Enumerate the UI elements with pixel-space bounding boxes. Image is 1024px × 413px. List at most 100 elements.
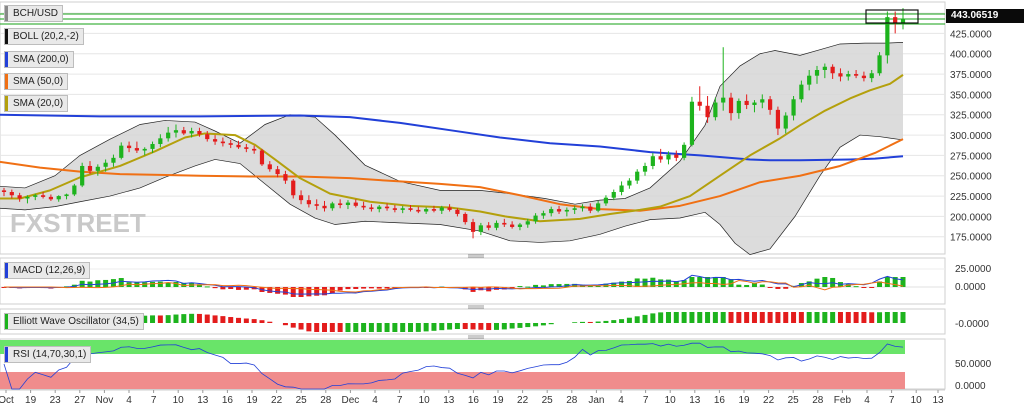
macd-histogram-bar (95, 280, 101, 287)
ewo-bar (634, 316, 640, 323)
macd-histogram-bar (775, 287, 781, 289)
candle-body (189, 131, 194, 134)
macd-histogram-bar (306, 287, 312, 297)
candle-body (549, 209, 554, 214)
macd-histogram-bar (384, 287, 390, 289)
ewo-bar (181, 314, 187, 323)
candle-body (431, 209, 437, 211)
macd-histogram-bar (525, 286, 531, 288)
ewo-bar (877, 312, 883, 323)
macd-tick-label: 0.0000 (955, 282, 986, 293)
candle-body (744, 100, 749, 105)
x-tick-label: 13 (443, 395, 455, 406)
x-tick-label: 25 (542, 395, 554, 406)
ewo-bar (423, 323, 429, 332)
last-price-tag: 443.06519 (946, 9, 1024, 23)
rsi-label[interactable]: RSI (14,70,30,1) (4, 346, 92, 363)
x-tick-label: 13 (197, 395, 209, 406)
macd-histogram-bar (275, 287, 281, 294)
candle-body (900, 18, 906, 23)
candle-body (611, 192, 616, 198)
candle-body (807, 75, 812, 85)
candle-body (619, 185, 624, 192)
candle-body (9, 192, 14, 196)
candle-body (869, 73, 874, 79)
sma20-label[interactable]: SMA (20,0) (4, 95, 69, 112)
candle-body (134, 148, 139, 151)
candle-body (17, 195, 22, 199)
ewo-bar (626, 317, 632, 323)
ewo-bar (525, 323, 531, 328)
ewo-bar (345, 323, 351, 332)
ewo-bar (478, 323, 484, 330)
ewo-bar (392, 323, 398, 332)
macd-histogram-bar (282, 287, 288, 295)
ewo-bar (361, 323, 367, 332)
candle-body (166, 132, 171, 139)
candle-body (48, 196, 54, 200)
macd-histogram-bar (665, 279, 671, 287)
ewo-bar (775, 312, 781, 323)
candle-body (80, 165, 85, 186)
candle-body (283, 174, 288, 181)
x-tick-label: 25 (788, 395, 800, 406)
candle-body (502, 222, 507, 225)
macd-histogram-bar (548, 284, 554, 287)
x-tick-label: Nov (96, 395, 114, 406)
macd-histogram-bar (196, 284, 202, 287)
candle-body (846, 74, 851, 77)
candle-body (111, 157, 116, 163)
macd-histogram-bar (822, 277, 828, 287)
candle-body (799, 84, 804, 100)
sma50-label[interactable]: SMA (50,0) (4, 73, 69, 90)
x-tick-label: 23 (50, 395, 62, 406)
macd-histogram-bar (689, 277, 695, 287)
ewo-bar (767, 312, 773, 323)
candle-body (369, 207, 374, 210)
ewo-bar (751, 312, 757, 323)
candle-body (470, 222, 476, 232)
ewo-bar (298, 323, 304, 330)
macd-label[interactable]: MACD (12,26,9) (4, 262, 91, 279)
candle-body (783, 115, 788, 129)
y-tick-label: 250.0000 (950, 172, 992, 183)
x-tick-label: 10 (665, 395, 677, 406)
ewo-bar (470, 323, 476, 330)
candle-body (181, 130, 186, 134)
y-tick-label: 225.0000 (950, 192, 992, 203)
candle-body (838, 73, 843, 77)
candle-body (658, 156, 663, 160)
symbol-label[interactable]: BCH/USD (4, 5, 64, 22)
candle-body (228, 143, 233, 145)
ewo-label[interactable]: Elliott Wave Oscillator (34,5) (4, 313, 144, 330)
x-tick-label: 13 (689, 395, 701, 406)
x-tick-label: 7 (151, 395, 157, 406)
ewo-bar (603, 320, 609, 323)
x-tick-label: 7 (643, 395, 649, 406)
ewo-bar (759, 312, 765, 323)
sma200-label[interactable]: SMA (200,0) (4, 51, 74, 68)
candle-body (893, 17, 898, 23)
candle-body (666, 154, 671, 160)
ewo-bar (798, 312, 804, 323)
candle-body (596, 203, 601, 211)
ewo-bar (744, 312, 750, 323)
sma20-line (0, 74, 904, 223)
macd-histogram-bar (806, 281, 812, 287)
ewo-bar (853, 312, 859, 323)
candle-body (642, 165, 648, 172)
macd-histogram-bar (212, 287, 218, 289)
ewo-bar (720, 312, 726, 323)
y-tick-label: 425.0000 (950, 29, 992, 40)
candle-body (150, 144, 155, 149)
ewo-bar (814, 312, 820, 323)
ewo-bar (165, 315, 171, 323)
y-tick-label: 350.0000 (950, 90, 992, 101)
x-tick-label: 13 (932, 395, 944, 406)
boll-label[interactable]: BOLL (20,2,-2) (4, 28, 84, 45)
candle-body (330, 203, 335, 209)
macd-histogram-bar (290, 287, 296, 297)
bollinger-upper-line (0, 41, 904, 205)
macd-histogram-bar (376, 287, 382, 289)
macd-histogram-bar (368, 287, 374, 289)
